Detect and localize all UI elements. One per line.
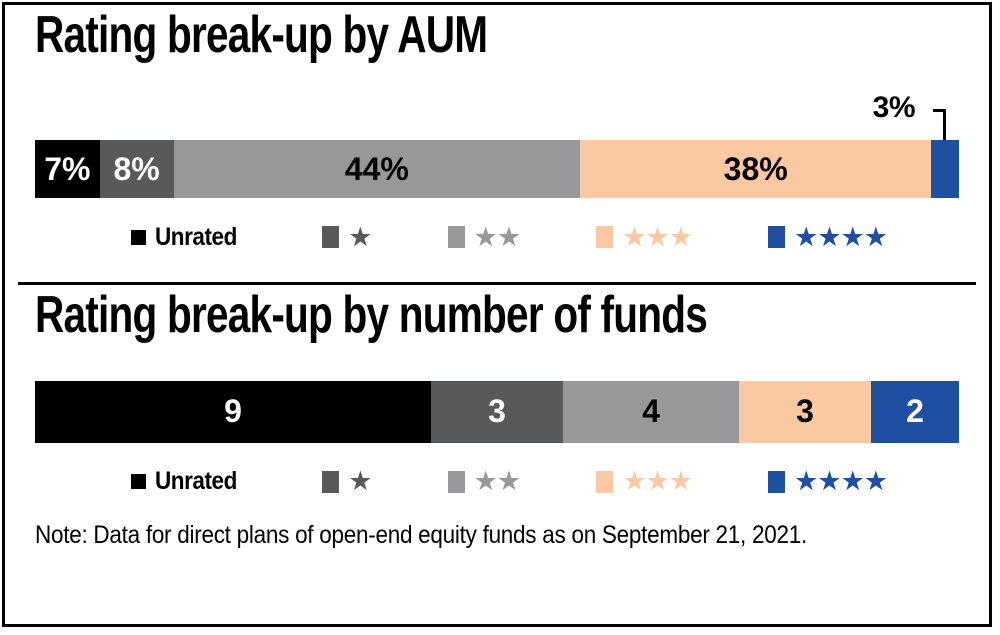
bar-segment: 3 [739, 380, 871, 443]
bar-segment: 44% [173, 140, 581, 199]
note-text: Note: Data for direct plans of open-end … [35, 520, 807, 549]
legend-label: Unrated [155, 222, 237, 251]
legend-item: Unrated [131, 223, 246, 252]
chart-title-funds: Rating break-up by number of funds [35, 286, 708, 345]
chart-frame: Rating break-up by AUM 3% 7% 8% 44% 38% Unr… [2, 2, 992, 627]
legend-swatch [768, 226, 786, 249]
bar-segment [931, 140, 959, 199]
callout-leader-line [933, 109, 946, 141]
legend-swatch [596, 470, 614, 493]
legend-swatch [131, 474, 146, 490]
bar-segment: 4 [563, 380, 739, 443]
bar-segment: 8% [99, 140, 174, 199]
legend-swatch [131, 229, 146, 245]
star-icon: ★★ [473, 221, 521, 252]
bar-segment: 9 [35, 380, 431, 443]
aum-stacked-bar: 7% 8% 44% 38% [35, 140, 959, 199]
legend-aum: Unrated ★ ★★ ★★★ ★★★★ [131, 221, 888, 252]
legend-swatch [447, 470, 465, 493]
legend-item: ★★ [447, 466, 521, 497]
legend-item: ★★★★ [768, 466, 888, 497]
legend-swatch [768, 470, 786, 493]
legend-item: Unrated [131, 467, 246, 496]
legend-item: ★ [322, 466, 372, 497]
section-divider [18, 282, 976, 286]
star-icon: ★★★★ [794, 221, 888, 252]
legend-item: ★★★★ [768, 221, 888, 252]
aum-chart-panel: Rating break-up by AUM 3% 7% 8% 44% 38% Unr… [35, 5, 959, 252]
star-icon: ★★★★ [794, 466, 888, 497]
chart-title-aum: Rating break-up by AUM [35, 6, 488, 64]
legend-funds: Unrated ★ ★★ ★★★ ★★★★ [131, 466, 888, 497]
legend-swatch [447, 226, 465, 249]
bar-segment: 38% [580, 140, 932, 199]
star-icon: ★★★ [622, 221, 693, 252]
legend-swatch [596, 226, 614, 249]
bar-segment: 7% [35, 140, 100, 199]
star-icon: ★ [348, 221, 372, 252]
legend-item: ★★★ [596, 466, 693, 497]
legend-swatch [322, 470, 340, 493]
legend-item: ★★★ [596, 221, 693, 252]
star-icon: ★ [348, 466, 372, 497]
callout-label-3pct: 3% [872, 91, 916, 125]
legend-item: ★★ [447, 221, 521, 252]
bar-segment: 3 [431, 380, 563, 443]
aum-bar-wrap: 3% 7% 8% 44% 38% [35, 91, 959, 199]
star-icon: ★★ [473, 466, 521, 497]
bar-segment: 2 [871, 380, 959, 443]
legend-swatch [322, 226, 340, 249]
legend-label: Unrated [155, 467, 237, 496]
star-icon: ★★★ [622, 466, 693, 497]
legend-item: ★ [322, 221, 372, 252]
